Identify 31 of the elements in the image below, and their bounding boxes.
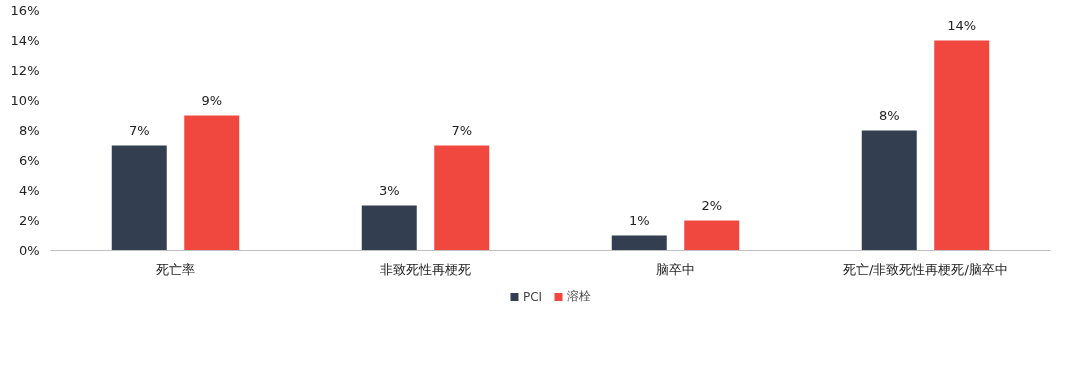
legend-label: PCI	[523, 289, 543, 303]
data-label: 9%	[201, 92, 223, 108]
y-tick-label: 0%	[18, 243, 40, 258]
bar	[434, 145, 490, 251]
data-label: 7%	[128, 122, 150, 138]
bar	[684, 220, 740, 251]
y-tick-label: 4%	[18, 183, 40, 198]
x-tick-label: 非致死性再梗死	[380, 261, 471, 277]
bar	[184, 115, 240, 251]
y-tick-label: 16%	[10, 3, 40, 18]
y-tick-label: 14%	[10, 33, 40, 48]
bar	[611, 235, 667, 251]
data-label: 8%	[878, 107, 900, 123]
legend-label: 溶栓	[567, 287, 591, 305]
bar	[934, 40, 990, 251]
y-tick-label: 10%	[10, 93, 40, 108]
y-tick-label: 12%	[10, 63, 40, 78]
data-label: 7%	[451, 122, 473, 138]
data-label: 3%	[378, 182, 400, 198]
bar	[361, 205, 417, 251]
bar	[861, 130, 917, 251]
x-tick-label: 死亡/非致死性再梗死/脑卒中	[843, 261, 1008, 277]
y-tick-label: 8%	[18, 123, 40, 138]
data-label: 2%	[701, 197, 723, 213]
y-tick-label: 2%	[18, 213, 40, 228]
x-tick-label: 死亡率	[156, 261, 195, 277]
x-tick-label: 脑卒中	[656, 261, 695, 277]
bar	[111, 145, 167, 251]
y-tick-label: 6%	[18, 153, 40, 168]
data-label: 1%	[628, 212, 650, 228]
data-label: 14%	[947, 17, 977, 33]
